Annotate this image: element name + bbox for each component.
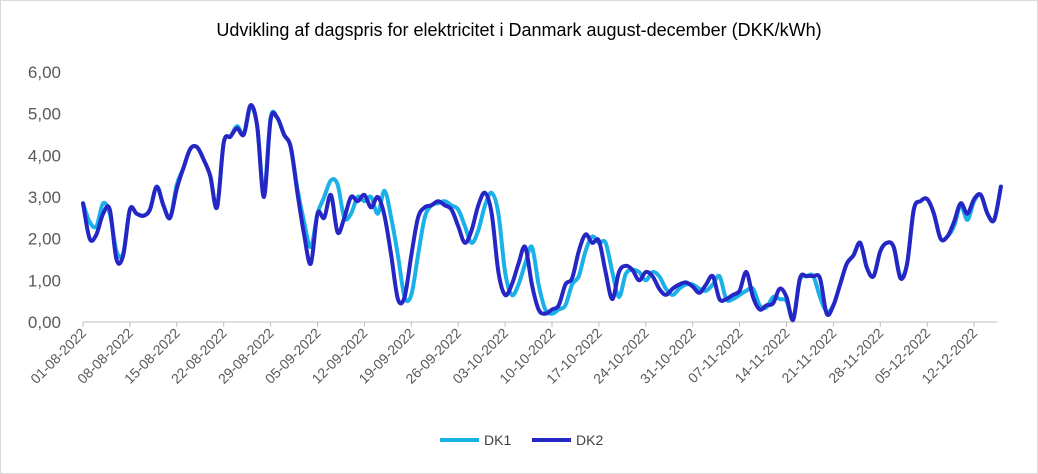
chart-title: Udvikling af dagspris for elektricitet i… (216, 20, 822, 40)
series-line-dk1 (81, 105, 1003, 321)
y-tick-label: 4,00 (28, 146, 61, 165)
chart-axes: 0,001,002,003,004,005,006,0001-08-202208… (27, 63, 997, 387)
y-tick-label: 5,00 (28, 105, 61, 124)
legend-label-dk1: DK1 (484, 432, 511, 448)
legend-label-dk2: DK2 (576, 432, 603, 448)
y-tick-label: 0,00 (28, 313, 61, 332)
y-tick-label: 1,00 (28, 271, 61, 290)
series-line-dk2 (81, 103, 1003, 323)
y-tick-label: 3,00 (28, 188, 61, 207)
y-tick-label: 2,00 (28, 230, 61, 249)
chart-series-lines (81, 103, 1003, 323)
chart-legend: DK1 DK2 (440, 432, 603, 448)
y-tick-label: 6,00 (28, 63, 61, 82)
